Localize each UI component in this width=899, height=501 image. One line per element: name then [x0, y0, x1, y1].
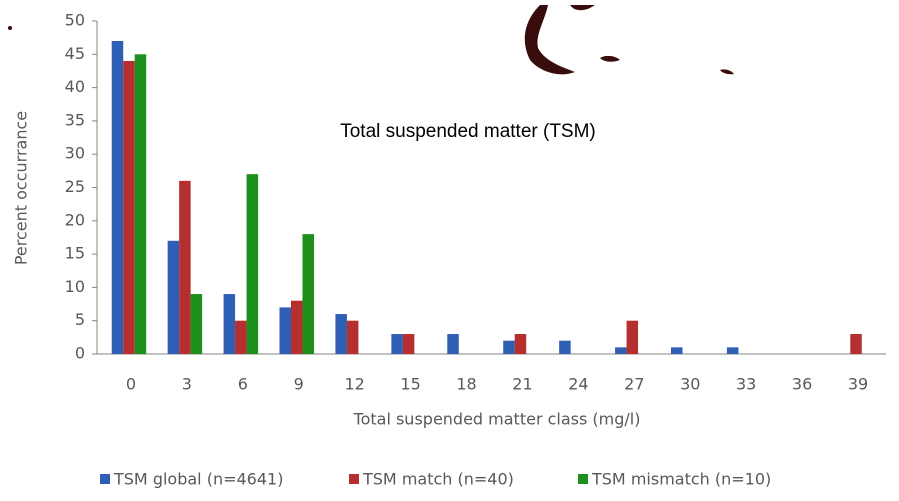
x-tick-label: 6 — [238, 375, 248, 394]
bar — [134, 54, 147, 355]
y-tick-label: 0 — [75, 344, 85, 363]
bar — [402, 334, 415, 354]
chart-title: Total suspended matter (TSM) — [340, 121, 596, 142]
bar — [447, 334, 459, 354]
bar — [850, 334, 862, 354]
map-decoration — [524, 5, 734, 75]
bar — [246, 174, 259, 354]
bar — [671, 347, 683, 354]
y-tick-label: 45 — [65, 44, 85, 63]
y-tick-label: 15 — [65, 244, 85, 263]
x-tick-label: 9 — [294, 375, 304, 394]
legend-label: TSM global (n=4641) — [113, 470, 283, 489]
x-tick-label: 3 — [182, 375, 192, 394]
y-axis-label: Percent occurrance — [12, 111, 31, 265]
legend-swatch — [349, 474, 359, 484]
x-tick-label: 12 — [344, 375, 364, 394]
legend-swatch — [100, 474, 110, 484]
bar — [235, 320, 247, 354]
bar — [279, 307, 291, 354]
bar — [503, 340, 515, 354]
bar — [123, 60, 135, 355]
bar — [302, 234, 314, 354]
y-tick-label: 25 — [65, 177, 85, 196]
x-tick-label: 36 — [792, 375, 812, 394]
bar — [190, 294, 203, 354]
x-axis-label: Total suspended matter class (mg/l) — [353, 410, 641, 429]
bar — [615, 347, 627, 354]
bar — [626, 320, 639, 354]
x-tick-label: 39 — [848, 375, 868, 394]
y-tick-label: 20 — [65, 210, 85, 229]
bar — [514, 334, 527, 354]
bar — [167, 240, 180, 354]
legend-swatch — [578, 474, 588, 484]
map-dot — [8, 26, 12, 30]
bar — [111, 40, 124, 354]
bar — [726, 347, 739, 354]
bar — [346, 320, 359, 354]
bar — [391, 334, 403, 354]
legend-label: TSM match (n=40) — [362, 470, 514, 489]
x-tick-label: 30 — [680, 375, 700, 394]
x-tick-label: 0 — [126, 375, 136, 394]
x-tick-label: 27 — [624, 375, 644, 394]
x-tick-label: 24 — [568, 375, 588, 394]
bar — [179, 180, 191, 354]
legend-label: TSM mismatch (n=10) — [591, 470, 771, 489]
bar — [335, 314, 347, 354]
y-tick-label: 10 — [65, 277, 85, 296]
bar — [223, 294, 236, 354]
x-tick-label: 33 — [736, 375, 756, 394]
bar — [291, 300, 303, 354]
y-tick-label: 50 — [65, 11, 85, 30]
y-tick-label: 40 — [65, 77, 85, 96]
y-tick-label: 35 — [65, 110, 85, 129]
x-tick-label: 18 — [456, 375, 476, 394]
bar — [559, 340, 571, 354]
x-tick-label: 15 — [400, 375, 420, 394]
x-tick-label: 21 — [512, 375, 532, 394]
y-tick-label: 30 — [65, 144, 85, 163]
y-tick-label: 5 — [75, 310, 85, 329]
